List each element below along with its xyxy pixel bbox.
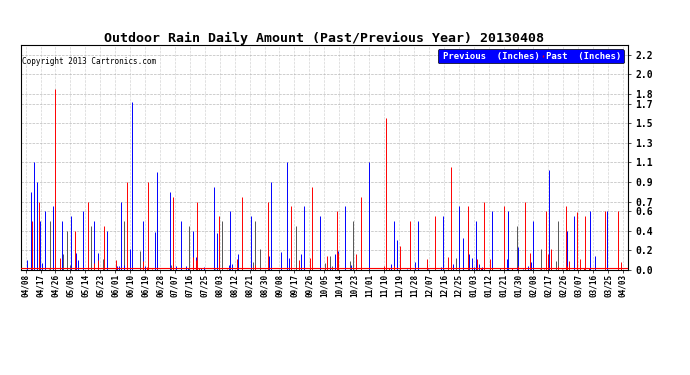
Title: Outdoor Rain Daily Amount (Past/Previous Year) 20130408: Outdoor Rain Daily Amount (Past/Previous… xyxy=(104,32,544,45)
Legend: Previous  (Inches), Past  (Inches): Previous (Inches), Past (Inches) xyxy=(437,49,624,63)
Text: Copyright 2013 Cartronics.com: Copyright 2013 Cartronics.com xyxy=(22,57,156,66)
